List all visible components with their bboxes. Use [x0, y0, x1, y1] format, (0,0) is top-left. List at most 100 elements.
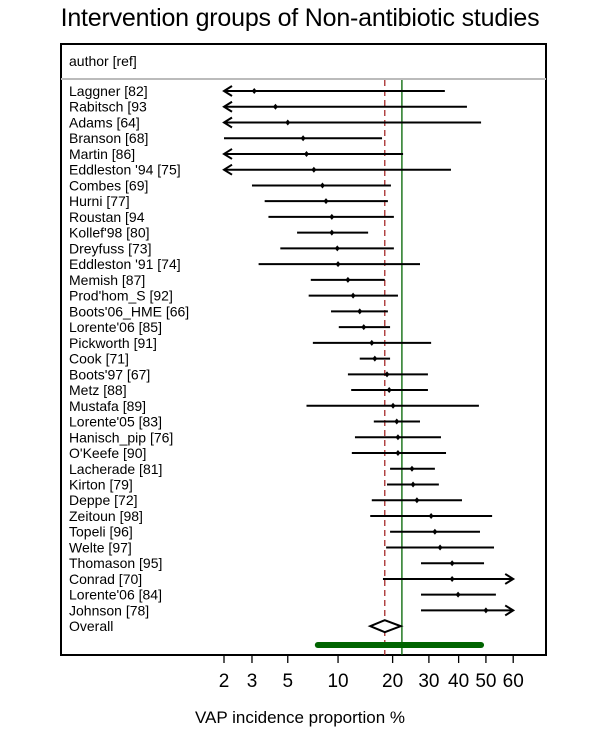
study-label: Lorente'06 [85]: [69, 319, 162, 335]
study-label: Dreyfuss [73]: [69, 240, 151, 256]
point-estimate: [483, 607, 489, 614]
study-row: Martin [86]: [69, 146, 404, 162]
point-estimate: [319, 182, 325, 189]
overall-summary: Overall: [69, 618, 485, 648]
study-row: Cook [71]: [69, 351, 391, 367]
point-estimate: [251, 88, 257, 94]
study-label: Lorente'05 [83]: [69, 414, 162, 430]
x-tick-label: 50: [475, 671, 496, 692]
study-label: Cook [71]: [69, 351, 129, 367]
chart-title: Intervention groups of Non-antibiotic st…: [60, 4, 540, 32]
study-row: Topeli [96]: [69, 524, 480, 540]
study-label: Conrad [70]: [69, 571, 142, 587]
study-label: Boots'97 [67]: [69, 366, 150, 382]
study-label: Branson [68]: [69, 130, 148, 146]
point-estimate: [335, 261, 341, 268]
point-estimate: [414, 497, 420, 504]
study-label: Lacherade [81]: [69, 461, 162, 477]
study-row: Zeitoun [98]: [69, 508, 493, 524]
left-arrow-icon: [222, 100, 233, 113]
point-estimate: [350, 292, 356, 299]
study-row: O'Keefe [90]: [69, 445, 447, 461]
point-estimate: [384, 371, 390, 378]
study-row: Kirton [79]: [69, 477, 439, 493]
study-label: Eddleston '94 [75]: [69, 162, 181, 178]
point-estimate: [272, 103, 278, 110]
study-row: Boots'06_HME [66]: [69, 303, 388, 319]
study-label: Pickworth [91]: [69, 335, 157, 351]
point-estimate: [361, 324, 367, 331]
point-estimate: [428, 512, 434, 519]
point-estimate: [410, 481, 416, 488]
x-tick-label: 3: [247, 671, 258, 692]
study-row: Eddleston '91 [74]: [69, 256, 421, 272]
study-row: Lorente'06 [84]: [69, 587, 496, 603]
point-estimate: [395, 434, 401, 441]
study-row: Rabitsch [93: [69, 99, 467, 115]
column-header: author [ref]: [69, 53, 137, 69]
point-estimate: [432, 528, 438, 535]
study-label: Rabitsch [93: [69, 99, 147, 115]
point-estimate: [372, 355, 378, 362]
study-row: Memish [87]: [69, 272, 385, 288]
study-label: Roustan [94: [69, 209, 145, 225]
x-tick-label: 60: [503, 671, 524, 692]
study-label: Laggner [82]: [69, 83, 148, 99]
study-row: Thomason [95]: [69, 555, 485, 571]
study-label: Mustafa [89]: [69, 398, 146, 414]
left-arrow-icon: [222, 85, 233, 97]
left-arrow-icon: [222, 163, 233, 176]
study-label: Topeli [96]: [69, 524, 133, 540]
x-tick-label: 2: [219, 671, 230, 692]
point-estimate: [449, 575, 455, 582]
point-estimate: [449, 560, 455, 567]
study-label: Memish [87]: [69, 272, 145, 288]
study-row: Roustan [94: [69, 209, 394, 225]
study-label: Metz [88]: [69, 382, 127, 398]
study-row: Hurni [77]: [69, 193, 388, 209]
point-estimate: [303, 150, 309, 157]
overall-diamond: [367, 619, 404, 634]
study-label: Welte [97]: [69, 539, 132, 555]
study-label: Martin [86]: [69, 146, 135, 162]
study-row: Branson [68]: [69, 130, 383, 146]
point-estimate: [300, 135, 306, 142]
x-tick-label: 40: [448, 671, 469, 692]
point-estimate: [311, 166, 317, 173]
study-row: Conrad [70]: [69, 571, 516, 587]
study-row: Pickworth [91]: [69, 335, 432, 351]
left-arrow-icon: [222, 148, 233, 160]
study-label: Deppe [72]: [69, 492, 138, 508]
study-label: O'Keefe [90]: [69, 445, 146, 461]
point-estimate: [386, 387, 392, 394]
study-label: Hurni [77]: [69, 193, 130, 209]
study-row: Kollef'98 [80]: [69, 225, 369, 241]
x-tick-label: 20: [382, 671, 403, 692]
plot-frame: [60, 43, 547, 656]
reference-lines: [384, 80, 403, 655]
study-row: Eddleston '94 [75]: [69, 162, 451, 178]
right-arrow-icon: [504, 573, 516, 585]
study-row: Combes [69]: [69, 177, 391, 193]
x-tick-label: 10: [327, 671, 348, 692]
study-label: Lorente'06 [84]: [69, 587, 162, 603]
plot-border: [60, 43, 547, 656]
study-row: Prod'hom_S [92]: [69, 288, 398, 304]
study-label: Adams [64]: [69, 114, 140, 130]
study-row: Lorente'06 [85]: [69, 319, 391, 335]
study-row: Welte [97]: [69, 539, 495, 555]
left-arrow-icon: [222, 116, 233, 129]
x-axis: 2 3 5 10 20 30 40 50 60: [219, 655, 524, 692]
x-tick-label: 30: [418, 671, 439, 692]
study-label: Kirton [79]: [69, 477, 133, 493]
point-estimate: [285, 119, 291, 126]
point-estimate: [329, 213, 335, 220]
study-label: Eddleston '91 [74]: [69, 256, 181, 272]
study-label: Johnson [78]: [69, 602, 149, 618]
study-row: Johnson [78]: [69, 602, 516, 618]
point-estimate: [369, 339, 375, 346]
point-estimate: [334, 245, 340, 252]
study-row: Hanisch_pip [76]: [69, 429, 441, 445]
